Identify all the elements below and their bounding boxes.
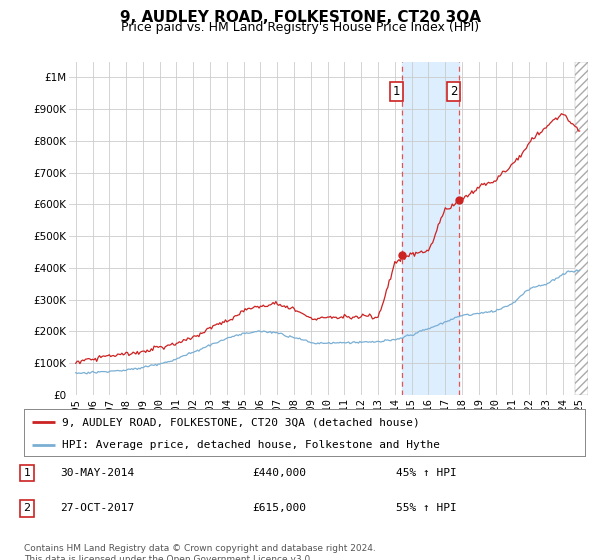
Text: HPI: Average price, detached house, Folkestone and Hythe: HPI: Average price, detached house, Folk… <box>62 440 440 450</box>
Text: £615,000: £615,000 <box>252 503 306 514</box>
Text: 2: 2 <box>23 503 31 514</box>
Text: 27-OCT-2017: 27-OCT-2017 <box>60 503 134 514</box>
Text: 1: 1 <box>392 85 400 98</box>
Text: 2: 2 <box>450 85 457 98</box>
Text: Price paid vs. HM Land Registry's House Price Index (HPI): Price paid vs. HM Land Registry's House … <box>121 21 479 34</box>
Text: 1: 1 <box>23 468 31 478</box>
Text: £440,000: £440,000 <box>252 468 306 478</box>
Bar <box>575 62 588 395</box>
Bar <box>575 62 588 395</box>
Bar <box>402 62 459 395</box>
Text: 30-MAY-2014: 30-MAY-2014 <box>60 468 134 478</box>
Text: 9, AUDLEY ROAD, FOLKESTONE, CT20 3QA (detached house): 9, AUDLEY ROAD, FOLKESTONE, CT20 3QA (de… <box>62 417 420 427</box>
Text: 9, AUDLEY ROAD, FOLKESTONE, CT20 3QA: 9, AUDLEY ROAD, FOLKESTONE, CT20 3QA <box>119 10 481 25</box>
Text: 55% ↑ HPI: 55% ↑ HPI <box>396 503 457 514</box>
Text: Contains HM Land Registry data © Crown copyright and database right 2024.
This d: Contains HM Land Registry data © Crown c… <box>24 544 376 560</box>
Text: 45% ↑ HPI: 45% ↑ HPI <box>396 468 457 478</box>
